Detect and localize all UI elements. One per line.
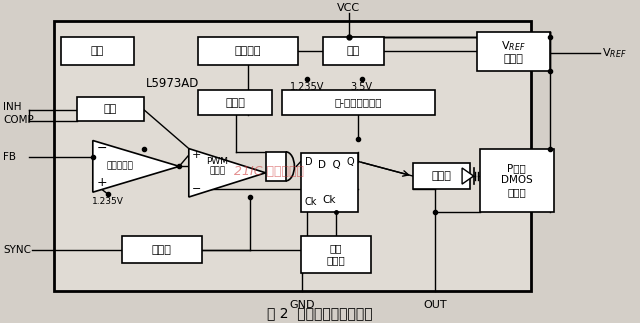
Text: L5973AD: L5973AD bbox=[146, 78, 200, 90]
Text: VCC: VCC bbox=[337, 3, 360, 13]
Text: 1.235V: 1.235V bbox=[290, 82, 324, 92]
Text: SYNC: SYNC bbox=[3, 245, 31, 255]
Text: 电压监视: 电压监视 bbox=[235, 46, 261, 56]
Polygon shape bbox=[462, 168, 474, 184]
Text: 比较器: 比较器 bbox=[209, 167, 226, 176]
Text: 1.235V: 1.235V bbox=[92, 197, 124, 206]
Text: 电源: 电源 bbox=[347, 46, 360, 56]
Text: +: + bbox=[97, 176, 108, 189]
Text: 峰-峰值电流限制: 峰-峰值电流限制 bbox=[335, 98, 382, 108]
Bar bbox=[122, 236, 202, 263]
Text: 热关闭: 热关闭 bbox=[225, 98, 245, 108]
Text: INH: INH bbox=[3, 102, 22, 111]
Text: OUT: OUT bbox=[424, 300, 447, 310]
Text: P沟道
DMOS
晶体管: P沟道 DMOS 晶体管 bbox=[501, 163, 532, 197]
Bar bbox=[323, 37, 384, 65]
Polygon shape bbox=[93, 141, 179, 192]
Text: +: + bbox=[192, 150, 201, 160]
Text: 21IC 中国电子网: 21IC 中国电子网 bbox=[234, 165, 304, 178]
Bar bbox=[301, 153, 358, 212]
Bar bbox=[282, 90, 435, 115]
Text: Ck: Ck bbox=[305, 197, 317, 207]
Text: 图 2  芯片电路组成方框图: 图 2 芯片电路组成方框图 bbox=[267, 306, 373, 320]
Text: FB: FB bbox=[3, 152, 16, 162]
Text: 驱动器: 驱动器 bbox=[431, 171, 452, 181]
Bar bbox=[61, 37, 134, 65]
Text: V$_{REF}$
缓冲器: V$_{REF}$ 缓冲器 bbox=[501, 39, 526, 64]
Bar bbox=[413, 163, 470, 189]
Text: 频率
移位器: 频率 移位器 bbox=[326, 244, 346, 265]
Text: 3.5V: 3.5V bbox=[351, 82, 372, 92]
Text: 振荡器: 振荡器 bbox=[152, 245, 172, 255]
Bar bbox=[77, 97, 144, 121]
Text: D  Q


Ck: D Q Ck bbox=[318, 160, 341, 205]
Text: −: − bbox=[97, 142, 108, 155]
Bar bbox=[198, 37, 298, 65]
Text: 校正: 校正 bbox=[91, 46, 104, 56]
Bar bbox=[301, 236, 371, 273]
Text: V$_{REF}$: V$_{REF}$ bbox=[602, 47, 626, 60]
Text: PWM: PWM bbox=[207, 157, 228, 166]
Text: COMP: COMP bbox=[3, 115, 34, 124]
Bar bbox=[198, 90, 272, 115]
Text: 误差放大器: 误差放大器 bbox=[107, 161, 134, 170]
Text: Q: Q bbox=[346, 157, 354, 166]
Text: D: D bbox=[305, 157, 312, 166]
Bar bbox=[477, 32, 550, 71]
Bar bbox=[54, 21, 531, 291]
Bar bbox=[480, 149, 554, 212]
Text: −: − bbox=[192, 184, 201, 194]
Polygon shape bbox=[189, 149, 266, 197]
Bar bbox=[266, 152, 285, 181]
Text: 禁止: 禁止 bbox=[104, 104, 117, 114]
Text: GND: GND bbox=[289, 300, 315, 310]
